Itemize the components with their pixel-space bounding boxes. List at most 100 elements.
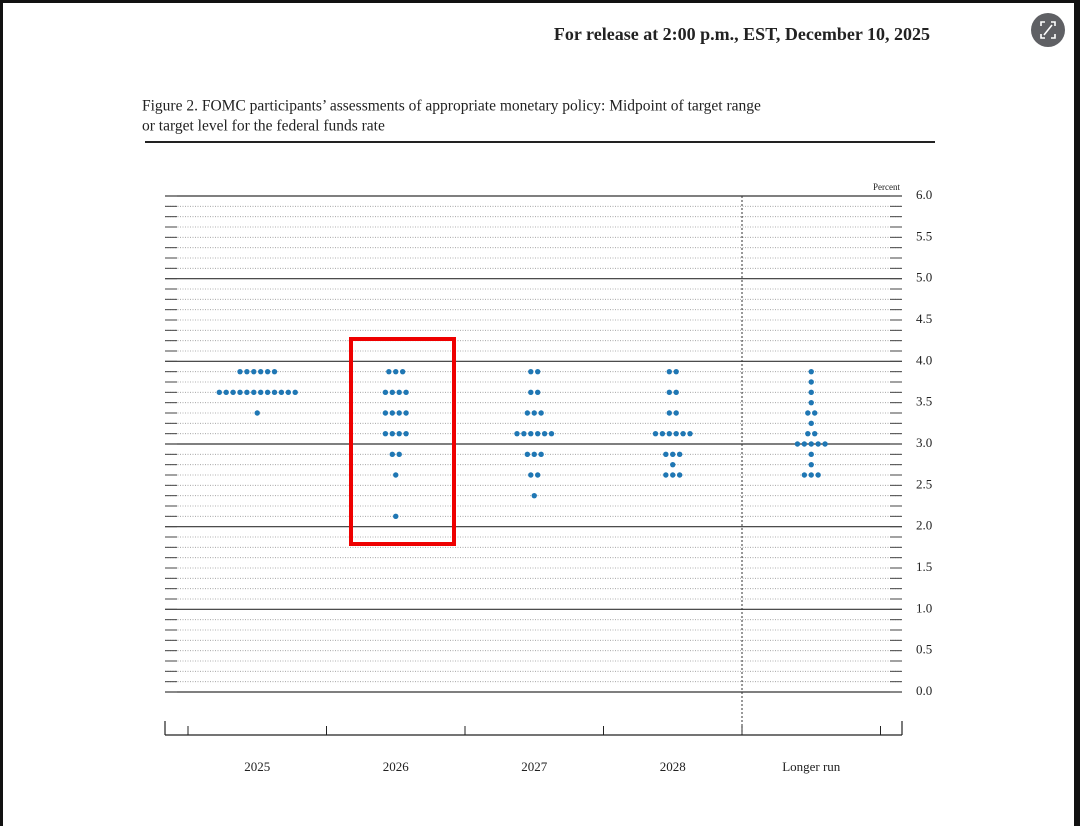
dot (666, 389, 672, 396)
x-tick-label: 2025 (244, 759, 270, 774)
y-tick-label: 2.5 (916, 476, 932, 491)
dot (670, 451, 676, 458)
dot (663, 451, 669, 458)
dot (237, 389, 243, 396)
dot (676, 451, 683, 458)
dot (271, 368, 278, 375)
dot (264, 389, 271, 396)
dot (244, 389, 250, 396)
dot (396, 410, 402, 416)
frame-right (1074, 0, 1080, 826)
y-tick-label: 4.0 (916, 352, 932, 367)
dot (389, 410, 395, 416)
dot (393, 368, 399, 375)
y-tick-label: 0.0 (916, 683, 932, 698)
dot (680, 430, 686, 437)
figure-title: or target level for the federal funds ra… (142, 118, 385, 135)
dot (251, 389, 257, 396)
dot (389, 389, 395, 396)
dot (548, 430, 555, 437)
dot (812, 410, 818, 416)
dot (528, 472, 534, 478)
dot (531, 492, 537, 499)
x-tick-label: 2028 (660, 759, 686, 774)
dot (673, 430, 679, 437)
dot (403, 389, 409, 396)
dot (808, 441, 814, 447)
dot (652, 430, 659, 437)
dot (808, 461, 814, 468)
lens-icon[interactable] (1040, 21, 1056, 39)
dot (258, 368, 264, 375)
dot (389, 451, 395, 458)
dot (528, 389, 534, 396)
dot (223, 389, 229, 396)
x-tick-label: 2026 (383, 759, 410, 774)
dot (393, 472, 399, 478)
dot (244, 368, 250, 375)
dot (389, 430, 395, 437)
dot (531, 410, 537, 416)
lens-button[interactable] (1031, 13, 1065, 47)
dot (666, 430, 672, 437)
dot (805, 410, 811, 416)
dot (285, 389, 291, 396)
dot (815, 472, 821, 478)
dot (386, 368, 392, 375)
dot (382, 430, 389, 437)
dot (535, 430, 541, 437)
frame-top (0, 0, 1080, 3)
y-tick-label: 1.0 (916, 600, 932, 615)
dot (670, 461, 676, 468)
y-tick-label: 5.0 (916, 270, 932, 285)
dot (801, 472, 808, 478)
dot (528, 368, 534, 375)
figure-title: Figure 2. FOMC participants’ assessments… (142, 98, 761, 115)
dot (808, 379, 814, 385)
dot (666, 368, 672, 375)
dot (237, 368, 243, 375)
dot (292, 389, 298, 396)
dot (822, 441, 828, 447)
y-tick-label: 4.5 (916, 311, 932, 326)
dot (396, 389, 402, 396)
dot (396, 430, 402, 437)
x-tick-label: 2027 (521, 759, 548, 774)
y-tick-label: 2.0 (916, 518, 932, 533)
dot (673, 389, 679, 396)
y-tick-label: 0.5 (916, 642, 932, 657)
y-axis-label: Percent (873, 182, 900, 192)
dot (514, 430, 520, 437)
dot (393, 513, 399, 520)
dot (812, 430, 818, 437)
highlight-box (349, 337, 456, 546)
dot (521, 430, 527, 437)
dot (805, 430, 811, 437)
plot: 0.0 0.5 1.0 1.5 2.0 2.5 3.0 3.5 4.0 4.5 5.0 5.5 6.0 2… (164, 187, 932, 774)
dot (271, 389, 278, 396)
y-tick-label: 5.5 (916, 228, 932, 243)
dot (538, 410, 544, 416)
dot (254, 410, 260, 416)
dot (673, 368, 679, 375)
dot (808, 368, 814, 375)
dot (403, 430, 409, 437)
dot (815, 441, 821, 447)
dot (538, 451, 544, 458)
dot (264, 368, 271, 375)
dot (663, 472, 669, 478)
dot (531, 451, 537, 458)
dot (382, 389, 389, 396)
dot (524, 410, 531, 416)
dot (808, 472, 814, 478)
dot (676, 472, 683, 478)
frame-left (0, 0, 3, 826)
dot (673, 410, 679, 416)
dot (808, 389, 814, 396)
dot (535, 368, 541, 375)
dot (541, 430, 548, 437)
dot (403, 410, 409, 416)
release-header: For release at 2:00 p.m., EST, December … (554, 24, 930, 44)
dot (808, 399, 814, 406)
